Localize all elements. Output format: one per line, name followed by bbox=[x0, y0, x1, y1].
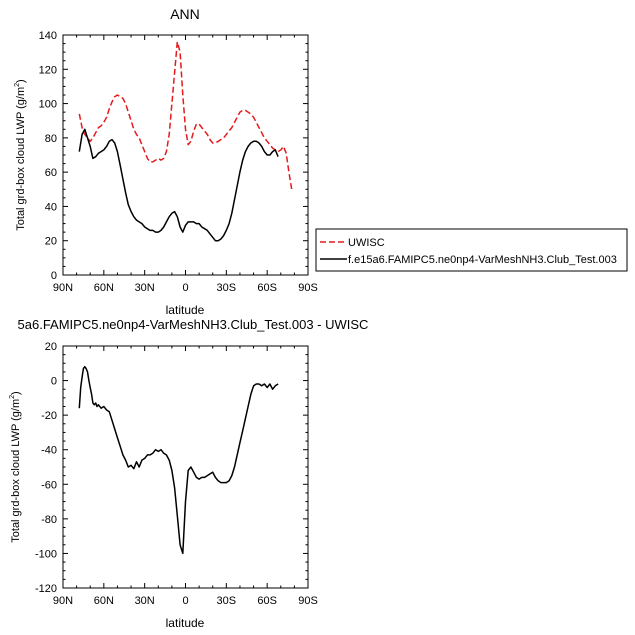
top-chart-xtick-label: 30N bbox=[135, 282, 155, 294]
top-chart-ytick-label: 60 bbox=[45, 167, 57, 179]
top-chart-ytick-label: 40 bbox=[45, 201, 57, 213]
bottom-chart-xtick-label: 30N bbox=[135, 595, 155, 607]
top-chart-xtick-label: 90S bbox=[298, 282, 318, 294]
top-chart-series-line-1 bbox=[78, 128, 279, 242]
top-chart-ticks: 0 20 40 60 80 100 120 140 90N 60N 30N 0 30S 60S 90S bbox=[39, 30, 318, 294]
bottom-chart-ylabel-close: ) bbox=[10, 391, 22, 395]
top-chart-xtick-label: 60S bbox=[257, 282, 277, 294]
top-chart-xtick-label: 0 bbox=[182, 282, 188, 294]
top-chart-ylabel-sup: 2 bbox=[14, 83, 21, 87]
bottom-chart-ytick-label: -80 bbox=[41, 514, 57, 526]
top-chart-ytick-label: 120 bbox=[39, 64, 57, 76]
bottom-chart-ytick-label: -20 bbox=[41, 410, 57, 422]
top-chart-ylabel-close: ) bbox=[15, 79, 27, 83]
legend-label-model: f.e15a6.FAMIPC5.ne0np4-VarMeshNH3.Club_T… bbox=[348, 254, 617, 266]
legend-box bbox=[315, 228, 628, 272]
top-chart: ANN latitude Total grd-box cloud LWP (g/… bbox=[14, 6, 318, 317]
bottom-chart-ytick-label: -100 bbox=[35, 548, 57, 560]
bottom-chart-ytick-label: 20 bbox=[45, 341, 57, 353]
top-chart-ytick-label: 80 bbox=[45, 133, 57, 145]
bottom-chart-ytick-label: -60 bbox=[41, 479, 57, 491]
legend: UWISC f.e15a6.FAMIPC5.ne0np4-VarMeshNH3.… bbox=[315, 228, 628, 272]
bottom-chart-ticks: -120 -100 -80 -60 -40 -20 0 20 90N 60N 30N 0 30S 60S 9… bbox=[35, 341, 318, 607]
legend-label-uwisc: UWISC bbox=[348, 237, 385, 249]
bottom-chart-ytick-label: -40 bbox=[41, 445, 57, 457]
top-chart-series bbox=[78, 41, 293, 242]
bottom-chart-xtick-label: 90S bbox=[298, 595, 318, 607]
top-chart-ylabel: Total grd-box cloud LWP (g/m2) bbox=[14, 79, 27, 230]
top-chart-xtick-label: 30S bbox=[217, 282, 237, 294]
bottom-chart-ytick-label: 0 bbox=[51, 376, 57, 388]
bottom-chart-series-line-0 bbox=[78, 365, 279, 555]
bottom-chart-xtick-label: 60N bbox=[94, 595, 114, 607]
top-chart-plot-frame bbox=[62, 34, 309, 276]
bottom-chart-xtick-label: 30S bbox=[217, 595, 237, 607]
top-chart-ytick-label: 140 bbox=[39, 30, 57, 42]
bottom-chart: 5a6.FAMIPC5.ne0np4-VarMeshNH3.Club_Test.… bbox=[9, 317, 368, 630]
bottom-chart-series bbox=[78, 365, 279, 555]
bottom-chart-ylabel: Total grd-box cloud LWP (g/m2) bbox=[9, 391, 22, 542]
top-chart-series-line-0 bbox=[78, 41, 293, 190]
bottom-chart-ylabel-text: Total grd-box cloud LWP (g/m bbox=[10, 399, 22, 543]
top-chart-ytick-label: 100 bbox=[39, 99, 57, 111]
top-chart-xtick-label: 90N bbox=[53, 282, 73, 294]
top-chart-ytick-label: 20 bbox=[45, 236, 57, 248]
bottom-chart-xtick-label: 0 bbox=[182, 595, 188, 607]
bottom-chart-xtick-label: 90N bbox=[53, 595, 73, 607]
top-chart-xtick-label: 60N bbox=[94, 282, 114, 294]
bottom-chart-ylabel-sup: 2 bbox=[9, 395, 16, 399]
bottom-chart-xtick-label: 60S bbox=[257, 595, 277, 607]
top-chart-ytick-label: 0 bbox=[51, 270, 57, 282]
top-chart-ylabel-text: Total grd-box cloud LWP (g/m bbox=[15, 87, 27, 231]
bottom-chart-title: 5a6.FAMIPC5.ne0np4-VarMeshNH3.Club_Test.… bbox=[18, 317, 369, 332]
bottom-chart-plot-frame bbox=[62, 345, 309, 589]
top-chart-title: ANN bbox=[170, 6, 200, 22]
bottom-chart-ytick-label: -120 bbox=[35, 583, 57, 595]
bottom-chart-xlabel: latitude bbox=[166, 616, 205, 630]
top-chart-xlabel: latitude bbox=[166, 303, 205, 317]
